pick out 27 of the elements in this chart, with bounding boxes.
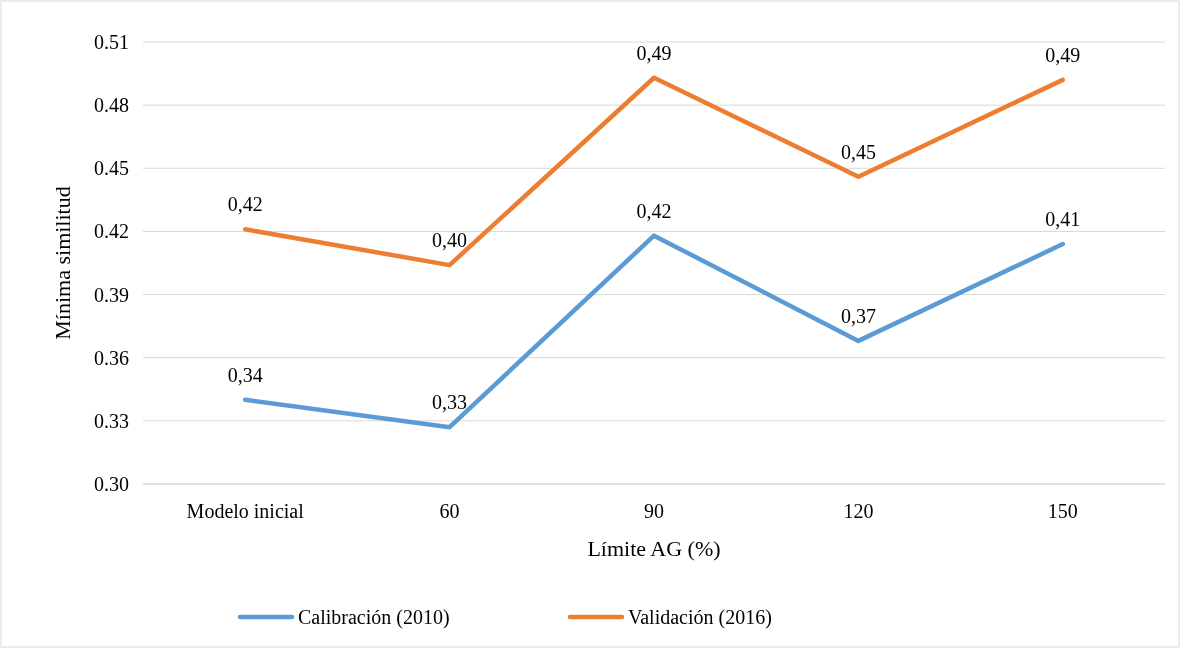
data-label: 0,42 [636, 199, 672, 222]
y-tick-label: 0.33 [94, 409, 129, 432]
x-tick-label: 120 [843, 500, 874, 522]
data-label: 0,49 [1045, 43, 1081, 66]
data-label: 0,42 [227, 193, 263, 216]
y-tick-label: 0.30 [94, 473, 129, 495]
y-axis-title: Mínima similitud [50, 186, 75, 340]
x-axis-title: Límite AG (%) [587, 536, 721, 561]
y-tick-label: 0.36 [94, 346, 129, 369]
x-tick-label: 90 [644, 500, 664, 522]
legend-label: Calibración (2010) [298, 606, 450, 629]
data-label: 0,45 [840, 140, 876, 163]
y-tick-label: 0.48 [94, 94, 129, 117]
x-tick-label: 60 [439, 500, 460, 522]
data-label: 0,41 [1045, 208, 1081, 231]
x-tick-label: Modelo inicial [186, 500, 305, 522]
y-tick-label: 0.51 [94, 31, 129, 53]
data-label: 0,33 [432, 391, 468, 414]
data-label: 0,34 [227, 363, 263, 386]
y-tick-label: 0.45 [94, 157, 129, 180]
data-label: 0,40 [432, 229, 468, 252]
y-tick-label: 0.42 [94, 220, 129, 243]
x-tick-label: 150 [1047, 500, 1078, 522]
data-label: 0,49 [636, 41, 672, 64]
data-label: 0,37 [840, 304, 876, 327]
legend-label: Validación (2016) [628, 606, 772, 629]
y-tick-label: 0.39 [94, 283, 129, 306]
